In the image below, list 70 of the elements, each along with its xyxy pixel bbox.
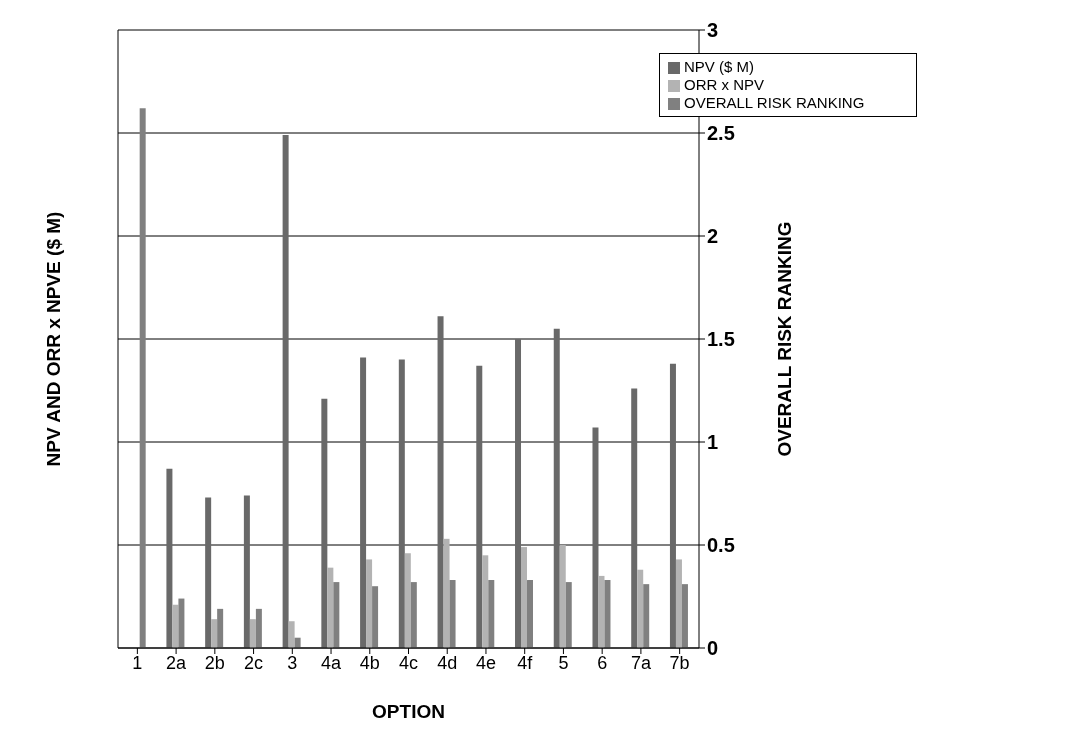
- bar: [604, 580, 611, 648]
- bar: [360, 357, 367, 648]
- x-tick-label: 2c: [244, 652, 264, 673]
- bar: [598, 575, 605, 648]
- y2-tick-label: 3: [707, 19, 719, 42]
- bar: [372, 586, 379, 648]
- bar: [437, 316, 444, 648]
- bar: [631, 388, 638, 648]
- x-tick-label: 3: [287, 652, 298, 673]
- legend-label: NPV ($ M): [684, 58, 755, 75]
- bar: [515, 339, 522, 648]
- bar: [249, 619, 256, 648]
- bar: [637, 569, 644, 648]
- x-tick-label: 4c: [398, 652, 419, 673]
- y2-tick-label: 0: [707, 637, 719, 660]
- x-tick-label: 4b: [359, 652, 380, 673]
- x-tick-label: 7a: [630, 652, 652, 673]
- bar: [178, 598, 185, 648]
- bar: [565, 582, 572, 648]
- bar: [321, 398, 328, 648]
- bar: [166, 468, 173, 648]
- bar: [476, 365, 483, 648]
- bar: [404, 553, 411, 648]
- bar: [553, 328, 560, 648]
- bar: [675, 559, 682, 648]
- bar: [333, 582, 340, 648]
- bar: [366, 559, 373, 648]
- bar: [643, 584, 650, 648]
- bar: [592, 427, 599, 648]
- y2-tick-label: 2: [707, 225, 719, 248]
- x-tick-label: 2b: [204, 652, 225, 673]
- bar: [255, 608, 262, 648]
- x-tick-label: 4f: [517, 652, 534, 673]
- bar: [217, 608, 224, 648]
- y2-tick-label: 2.5: [707, 122, 735, 145]
- bar: [410, 582, 417, 648]
- x-tick-label: 5: [558, 652, 569, 673]
- bar: [139, 108, 146, 648]
- legend-label: ORR x NPV: [684, 76, 765, 93]
- bar: [482, 555, 489, 648]
- y2-tick-label: 1: [707, 431, 719, 454]
- bar: [211, 619, 218, 648]
- bar: [669, 363, 676, 648]
- x-tick-label: 6: [597, 652, 608, 673]
- bar: [282, 135, 289, 648]
- y2-axis-title: OVERALL RISK RANKING: [773, 221, 795, 457]
- x-tick-label: 4e: [475, 652, 496, 673]
- bar: [327, 567, 334, 648]
- bar: [559, 545, 566, 648]
- x-tick-label: 1: [132, 652, 143, 673]
- x-tick-label: 7b: [669, 652, 690, 673]
- x-tick-label: 2a: [166, 652, 188, 673]
- x-tick-label: 4d: [437, 652, 458, 673]
- bar: [172, 604, 179, 648]
- bar: [488, 580, 495, 648]
- bar: [527, 580, 534, 648]
- bar: [681, 584, 688, 648]
- bar: [243, 495, 250, 648]
- x-axis-title: OPTION: [372, 701, 445, 722]
- bar: [205, 497, 212, 648]
- y-axis-title: NPV AND ORR x NPVE ($ M): [42, 211, 64, 467]
- legend-label: OVERALL RISK RANKING: [684, 94, 865, 111]
- bar: [288, 621, 295, 648]
- x-tick-label: 4a: [321, 652, 343, 673]
- bar: [521, 547, 528, 648]
- y2-tick-label: 1.5: [707, 328, 735, 351]
- y2-tick-label: 0.5: [707, 534, 735, 557]
- bar: [449, 580, 456, 648]
- bar: [398, 359, 405, 648]
- bar: [443, 538, 450, 648]
